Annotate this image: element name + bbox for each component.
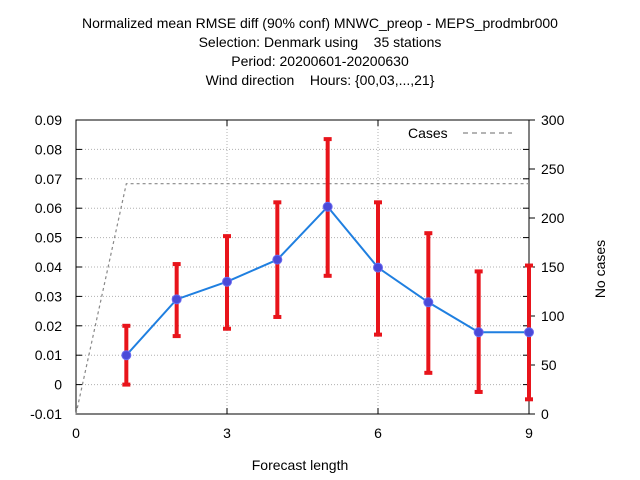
x-tick-label: 0 bbox=[72, 425, 80, 441]
title-line-1: Normalized mean RMSE diff (90% conf) MNW… bbox=[82, 15, 558, 31]
data-point bbox=[322, 201, 333, 212]
title-line-4: Wind direction Hours: {00,03,...,21} bbox=[205, 72, 435, 88]
y-tick-label: 0.06 bbox=[35, 200, 62, 216]
y-tick-label: -0.01 bbox=[30, 406, 62, 422]
data-point bbox=[222, 276, 232, 287]
y2-tick-label: 150 bbox=[541, 259, 565, 275]
data-point bbox=[121, 350, 132, 361]
plot-frame bbox=[75, 119, 530, 415]
y-tick-label: 0.03 bbox=[35, 288, 62, 304]
y-tick-label: 0.02 bbox=[35, 318, 62, 334]
y-tick-label: 0.07 bbox=[35, 171, 62, 187]
y-tick-label: 0.08 bbox=[35, 141, 62, 157]
data-point bbox=[524, 327, 534, 338]
title-line-3: Period: 20200601-20200630 bbox=[231, 53, 409, 69]
y-tick-label: 0.04 bbox=[35, 259, 62, 275]
x-tick-label: 3 bbox=[223, 425, 231, 441]
y2-tick-label: 250 bbox=[541, 161, 565, 177]
title-line-2: Selection: Denmark using 35 stations bbox=[198, 34, 442, 50]
y2-axis-label: No cases bbox=[592, 239, 608, 299]
y-tick-label: 0.05 bbox=[35, 230, 62, 246]
y-tick-label: 0.09 bbox=[35, 112, 62, 128]
y-tick-label: 0 bbox=[54, 377, 62, 393]
y-tick-label: 0.01 bbox=[35, 347, 62, 363]
data-point bbox=[423, 297, 434, 308]
x-tick-label: 9 bbox=[525, 425, 533, 441]
data-point bbox=[373, 262, 383, 273]
data-point bbox=[473, 327, 484, 338]
y2-tick-label: 50 bbox=[541, 357, 557, 373]
data-point bbox=[272, 254, 283, 265]
y2-tick-label: 300 bbox=[541, 112, 565, 128]
y2-tick-label: 0 bbox=[541, 406, 549, 422]
legend-label-cases: Cases bbox=[408, 125, 448, 141]
data-point bbox=[171, 294, 182, 305]
y2-tick-label: 200 bbox=[541, 210, 565, 226]
cases-line bbox=[75, 183, 529, 415]
y2-tick-label: 100 bbox=[541, 308, 565, 324]
x-tick-label: 6 bbox=[374, 425, 382, 441]
x-axis-label: Forecast length bbox=[251, 457, 349, 473]
